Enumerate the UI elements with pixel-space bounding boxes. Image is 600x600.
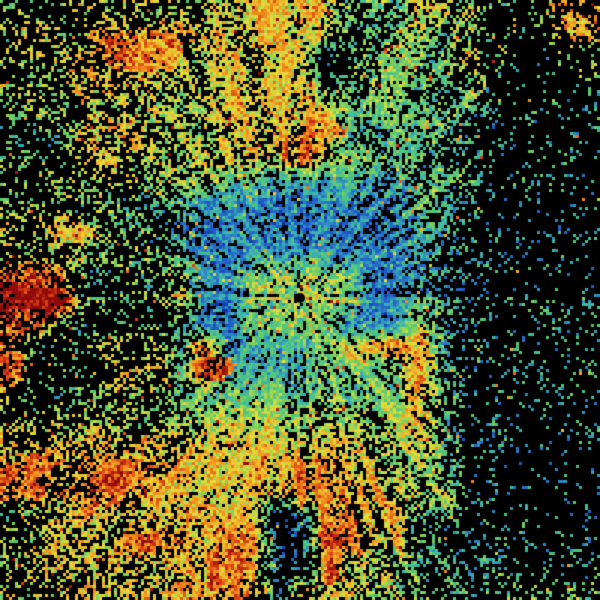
radar-ppi-display (0, 0, 600, 600)
radar-heatmap-canvas (0, 0, 600, 600)
